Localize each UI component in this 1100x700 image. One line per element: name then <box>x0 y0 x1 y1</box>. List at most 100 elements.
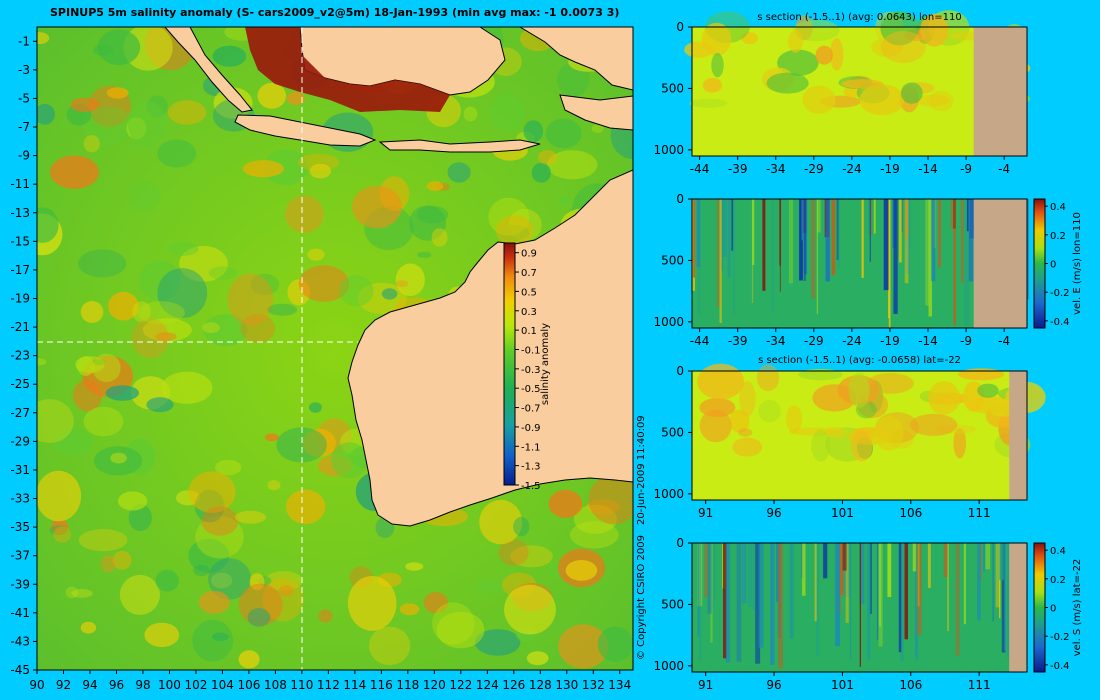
section-velocity-streak <box>779 199 781 266</box>
section-x-tick-label: 96 <box>766 678 781 692</box>
section-velocity-streak <box>878 543 883 647</box>
map-texture-blob <box>155 569 179 592</box>
map-colorbar: 0.9 0.7 0.5 0.3 0.1 -0.1 -0.3 -0.5 -0.7 -0.9 -1.1 -… <box>503 242 551 492</box>
map-texture-blob <box>557 195 572 206</box>
map-x-tick-label: 126 <box>502 678 525 692</box>
map-texture-blob <box>498 224 530 241</box>
section-colorbar-tick-label: 0 <box>1050 604 1056 615</box>
map-y-tick-label: -1 <box>18 34 30 48</box>
map-texture-blob <box>157 268 208 319</box>
map-y-tick-label: -33 <box>10 492 30 506</box>
section-texture-blob <box>702 78 723 93</box>
map-texture-blob <box>119 574 160 615</box>
section-x-tick-label: 91 <box>698 678 713 692</box>
section-y-tick-label: 500 <box>661 253 684 267</box>
map-texture-blob <box>267 480 281 491</box>
section-velocity-streak <box>888 199 891 328</box>
section-texture-blob <box>793 19 840 42</box>
map-texture-blob <box>78 249 127 278</box>
section-colorbar-tick-label: -0.2 <box>1050 288 1070 299</box>
map-texture-blob <box>558 624 609 669</box>
map-y-tick-label: -41 <box>10 606 30 620</box>
map-texture-blob <box>586 499 620 515</box>
section-x-tick-label: 106 <box>899 678 922 692</box>
section-velocity-streak <box>915 543 917 658</box>
section-title: s section (-1.5..1) (avg: 0.0643) lon=11… <box>757 12 961 23</box>
map-texture-blob <box>131 318 169 359</box>
map-texture-blob <box>238 583 283 626</box>
section-colorbar-tick-label: -0.4 <box>1050 661 1070 672</box>
section-velocity-streak <box>850 543 852 660</box>
section-velocity-streak <box>710 543 713 643</box>
timestamp-text: 20-Jun-2009 11:40:09 <box>636 415 647 525</box>
map-texture-blob <box>53 526 72 543</box>
section-velocity-streak <box>831 199 836 276</box>
map-texture-blob <box>318 609 333 623</box>
section-x-tick-label: -29 <box>804 334 824 348</box>
map-texture-blob <box>100 554 117 573</box>
section-velocity-streak <box>707 543 712 614</box>
section-x-tick-label: 106 <box>899 506 922 520</box>
section-velocity-streak <box>964 199 970 326</box>
copyright-text: © Copyright CSIRO 2009 <box>636 535 647 660</box>
map-texture-blob <box>179 245 228 282</box>
section-texture-blob <box>900 82 923 104</box>
map-texture-blob <box>368 626 411 666</box>
section-y-tick-label: 1000 <box>653 315 684 329</box>
land-java <box>234 114 377 147</box>
map-texture-blob <box>77 356 95 376</box>
section-velocity-streak <box>803 199 806 281</box>
section-land <box>973 27 1027 156</box>
section-velocity-streak <box>817 199 821 233</box>
section-texture-blob <box>914 94 950 107</box>
map-texture-blob <box>347 576 397 631</box>
map-texture-blob <box>188 538 230 573</box>
map-texture-blob <box>80 621 97 634</box>
map-high-salinity-band <box>245 27 450 112</box>
section-texture-blob <box>859 84 905 116</box>
section-velocity-streak <box>905 199 908 239</box>
section-texture-blob <box>815 45 833 65</box>
map-y-tick-label: -43 <box>10 634 30 648</box>
map-texture-blob <box>264 433 279 442</box>
section-velocity-streak <box>867 543 871 660</box>
map-texture-blob <box>523 120 544 143</box>
map-x-tick-label: 130 <box>555 678 578 692</box>
section-frame <box>691 542 1028 673</box>
map-texture-blob <box>105 385 139 401</box>
map-x-tick-label: 92 <box>56 678 71 692</box>
section-velocity-streak <box>995 543 1000 608</box>
section-velocity-streak <box>955 543 960 656</box>
section-velocity-streak <box>723 543 727 659</box>
map-texture-blob <box>80 301 104 323</box>
map-texture-blob <box>474 629 521 656</box>
section-texture-blob <box>777 49 819 76</box>
map-texture-blob <box>504 584 556 635</box>
map-texture-blob <box>526 651 549 666</box>
map-texture-blob <box>285 195 324 233</box>
section-velocity-streak <box>842 543 847 571</box>
map-x-tick-label: 108 <box>264 678 287 692</box>
section-x-tick-label: -39 <box>728 162 748 176</box>
land-lesser-sunda <box>378 139 541 153</box>
map-texture-blob <box>108 291 139 321</box>
map-texture-blob <box>212 632 229 642</box>
section-velocity-streak <box>816 199 818 314</box>
map-x-tick-label: 134 <box>608 678 631 692</box>
section-texture-blob <box>909 413 958 436</box>
map-x-tick-label: 114 <box>343 678 366 692</box>
map-texture-blob <box>144 622 180 648</box>
map-x-tick-label: 112 <box>317 678 340 692</box>
section-colorbar-tick-label: 0.4 <box>1050 202 1066 213</box>
section-velocity-streak <box>938 199 941 268</box>
map-texture-blob <box>97 29 141 66</box>
section-x-tick-label: 101 <box>831 678 854 692</box>
map-texture-blob <box>203 314 248 347</box>
map-texture-blob <box>548 489 583 518</box>
map-colorbar-tick-label: -1.3 <box>521 462 541 473</box>
section-velocity-streak <box>943 543 948 577</box>
section-velocity-streak <box>859 543 865 604</box>
section-velocity-streak <box>699 543 702 661</box>
map-frame <box>36 26 634 671</box>
